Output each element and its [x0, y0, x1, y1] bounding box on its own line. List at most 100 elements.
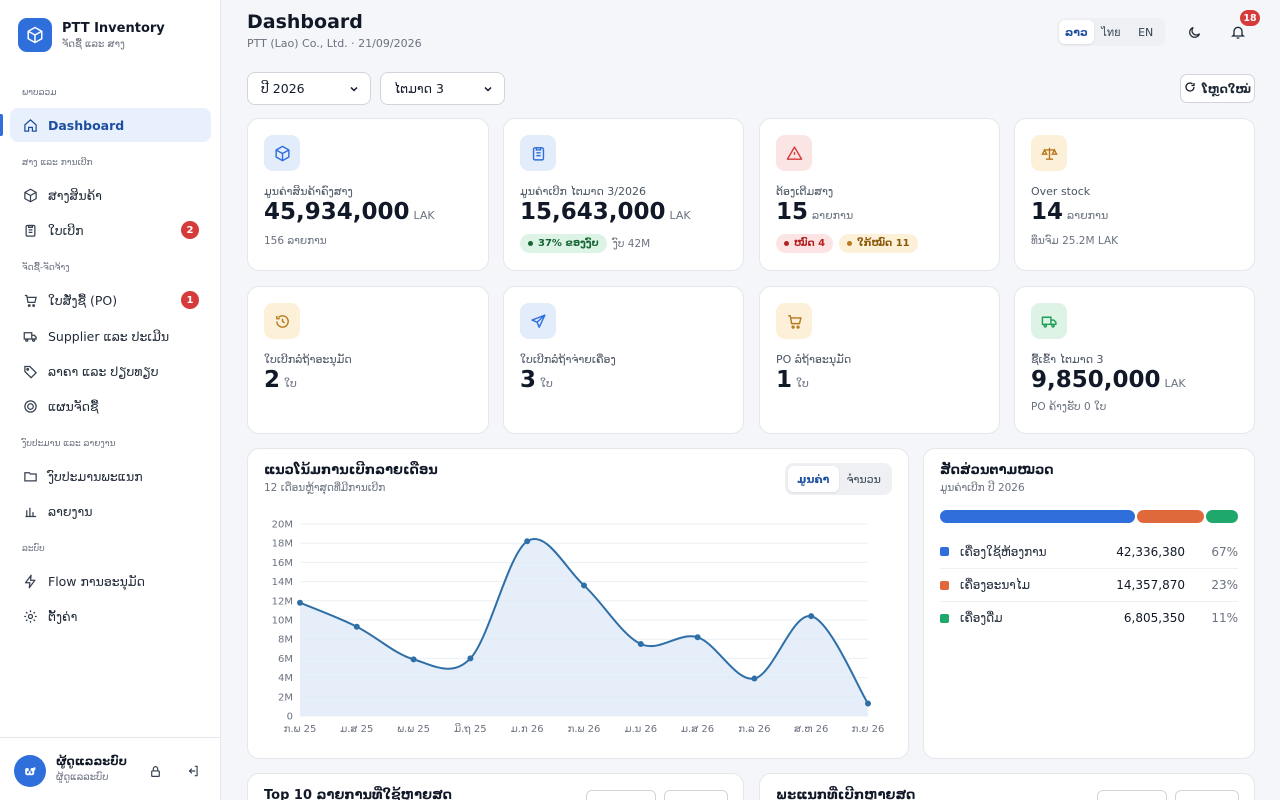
trend-chart-card: ແນວໂນ້ມການເບີກລາຍເດືອນ 12 ເດືອນຫຼ້າສຸດທີ… [247, 448, 909, 759]
truck-icon [22, 328, 38, 344]
toggle-count[interactable]: ຈຳນວນ [846, 472, 881, 486]
category-subtitle: ມູນຄ່າເບີກ ປີ 2026 [940, 482, 1025, 494]
sidebar-item-stock[interactable]: ສາງສິນຄ້າ [10, 178, 211, 212]
brand[interactable]: PTT Inventory ຈັດຊື້ ແລະ ສາງ [18, 18, 165, 52]
sidebar-item-approval-flow[interactable]: Flow ການອະນຸມັດ [10, 564, 211, 598]
x-tick-label: ມ.ກ 26 [511, 724, 544, 735]
sidebar-item-label: Supplier ແລະ ປະເມີນ [48, 328, 170, 344]
sidebar-item-label: ແຜນຈັດຊື້ [48, 398, 99, 414]
sidebar-item-pricing[interactable]: ລາຄາ ແລະ ປຽບທຽບ [10, 354, 211, 388]
top10-filter-button[interactable] [586, 790, 656, 800]
box-icon [264, 135, 300, 171]
category-name: ເຄື່ອງອະນາໄມ [960, 578, 1031, 592]
brand-title: PTT Inventory [62, 20, 165, 36]
data-point [865, 700, 871, 707]
category-value: 42,336,380 [1116, 544, 1185, 559]
sidebar-item-reports[interactable]: ລາຍງານ [10, 494, 211, 528]
sidebar-item-purchase-orders[interactable]: ໃບສັ່ງຊື້ (PO) 1 [10, 283, 211, 317]
lang-button-thai[interactable]: ไทย [1101, 26, 1121, 39]
top10-title: Top 10 ລາຍການທີ່ໃຊ້ຫຼາຍສຸດ [264, 788, 452, 800]
data-point [694, 634, 701, 641]
category-share-card: ສັດສ່ວນຕາມໝວດ ມູນຄ່າເບີກ ປີ 2026 ເຄື່ອງໃ… [923, 448, 1255, 759]
history-icon [264, 303, 300, 339]
x-tick-label: ກ.ພ 25 [284, 724, 317, 735]
kpi-card-quarter-purchase[interactable]: ຊື້ເຂົ້າ ໄຕມາດ 3 9,850,000 LAK PO ຄ້າງຮັບ… [1014, 286, 1255, 434]
year-select-value: ປີ 2026 [261, 81, 305, 96]
data-point [353, 623, 360, 630]
language-switch: ລາວ ไทย EN [1057, 18, 1165, 46]
quarter-select[interactable]: ໄຕມາດ 3 [380, 72, 505, 105]
clipboard-icon [22, 222, 38, 238]
scale-icon [1031, 135, 1067, 171]
tag-icon [22, 363, 38, 379]
dept-sort-button[interactable] [1175, 790, 1239, 800]
nav-section-procurement: ຈັດຊື້-ຈັດຈ້າງ [22, 263, 70, 273]
kpi-value: 1 [776, 367, 793, 393]
category-stacked-bar [940, 510, 1238, 523]
kpi-card-stock-value[interactable]: ມູນຄ່າສິນຄ້າຄົງສາງ 45,934,000 LAK 156 ລາຍ… [247, 118, 489, 271]
kpi-value: 2 [264, 367, 281, 393]
lang-button-en[interactable]: EN [1138, 25, 1154, 39]
chart-title: ແນວໂນ້ມການເບີກລາຍເດືອນ [264, 463, 438, 478]
kpi-card-restock[interactable]: ຕ້ອງເຕີມສາງ 15 ລາຍການ ໝົດ 4 ໃກ້ໝົດ 11 [759, 118, 1000, 271]
avatar[interactable]: ຜ [14, 755, 46, 787]
y-tick-label: 20M [272, 520, 293, 531]
kpi-card-pending-dispatch[interactable]: ໃບເບີກລໍຖ້າຈ່າຍເຄື່ອງ 3 ໃບ [503, 286, 744, 434]
kpi-value: 3 [520, 367, 537, 393]
sidebar-item-label: ສາງສິນຄ້າ [48, 187, 102, 203]
chevron-down-icon [348, 83, 360, 98]
sidebar-item-settings[interactable]: ຕັ້ງຄ່າ [10, 599, 211, 633]
y-tick-label: 10M [272, 616, 293, 627]
moon-icon[interactable] [1185, 23, 1203, 41]
logout-icon[interactable] [185, 763, 201, 779]
category-segment-office [940, 510, 1136, 523]
kpi-footnote: ທຶນຈົມ 25.2M LAK [1031, 235, 1119, 247]
kpi-card-po-pending[interactable]: PO ລໍຖ້າອະນຸມັດ 1 ໃບ [759, 286, 1000, 434]
x-tick-label: ມ.ນ 26 [624, 724, 657, 735]
toggle-value[interactable]: ມູນຄ່າ [788, 466, 839, 492]
kpi-value: 9,850,000 [1031, 367, 1161, 393]
kpi-footnote: PO ຄ້າງຮັບ 0 ໃບ [1031, 401, 1107, 413]
category-title: ສັດສ່ວນຕາມໝວດ [940, 463, 1054, 478]
sidebar-item-suppliers[interactable]: Supplier ແລະ ປະເມີນ [10, 319, 211, 353]
data-point [410, 656, 417, 663]
chart-metric-toggle: ມູນຄ່າ ຈຳນວນ [785, 463, 892, 495]
sidebar-item-department-budget[interactable]: ງົບປະມານພະແນກ [10, 459, 211, 493]
category-segment-cleaning [1137, 510, 1204, 523]
kpi-unit: LAK [669, 209, 691, 222]
y-tick-label: 14M [272, 577, 293, 588]
dept-title: ພະແນກທີ່ເບີກຫຼາຍສຸດ [776, 788, 916, 800]
top10-sort-button[interactable] [664, 790, 728, 800]
kpi-card-pending-approval[interactable]: ໃບເບີກລໍຖ້າອະນຸມັດ 2 ໃບ [247, 286, 489, 434]
refresh-button[interactable]: ໂຫຼດໃໝ່ [1180, 74, 1255, 103]
sidebar-item-dashboard[interactable]: Dashboard [10, 108, 211, 142]
x-tick-label: ກ.ລ 26 [738, 724, 770, 735]
sidebar-item-requisitions[interactable]: ໃບເບີກ 2 [10, 213, 211, 247]
sidebar-item-label: ລາຍງານ [48, 503, 93, 519]
data-point [808, 613, 815, 620]
category-name: ເຄື່ອງໃຊ້ຫ້ອງການ [960, 544, 1047, 559]
kpi-unit: ໃບ [284, 377, 297, 390]
dept-filter-button[interactable] [1097, 790, 1167, 800]
sidebar-item-label: ງົບປະມານພະແນກ [48, 468, 143, 484]
sidebar: PTT Inventory ຈັດຊື້ ແລະ ສາງ ພາບລວມ Dash… [0, 0, 221, 800]
cart-icon [776, 303, 812, 339]
lock-icon[interactable] [147, 763, 163, 779]
category-segment-drinks [1205, 510, 1238, 523]
target-icon [22, 398, 38, 414]
bar-chart-icon [22, 503, 38, 519]
y-tick-label: 16M [272, 558, 293, 569]
x-tick-label: ສ.ຫ 26 [794, 724, 828, 735]
kpi-card-quarter-requisition[interactable]: ມູນຄ່າເບີກ ໄຕມາດ 3/2026 15,643,000 LAK 37… [503, 118, 744, 271]
low-stock-pill: ໃກ້ໝົດ 11 [839, 234, 918, 253]
trend-chart: 0 2M 4M 6M 8M 10M 12M 14M 16M 18M 20M ກ.ພ 25 ມ.ສ 25 ພ… [272, 520, 885, 736]
sidebar-item-label: ໃບສັ່ງຊື້ (PO) [48, 292, 118, 308]
lang-button-lao[interactable]: ລາວ [1059, 20, 1094, 44]
sidebar-item-purchase-plan[interactable]: ແຜນຈັດຊື້ [10, 389, 211, 423]
kpi-card-over-stock[interactable]: Over stock 14 ລາຍການ ທຶນຈົມ 25.2M LAK [1014, 118, 1255, 271]
y-tick-label: 8M [278, 635, 293, 646]
kpi-unit: LAK [1164, 377, 1186, 390]
bell-icon[interactable] [1229, 23, 1247, 41]
year-select[interactable]: ປີ 2026 [247, 72, 371, 105]
category-percent: 11% [1211, 611, 1238, 625]
